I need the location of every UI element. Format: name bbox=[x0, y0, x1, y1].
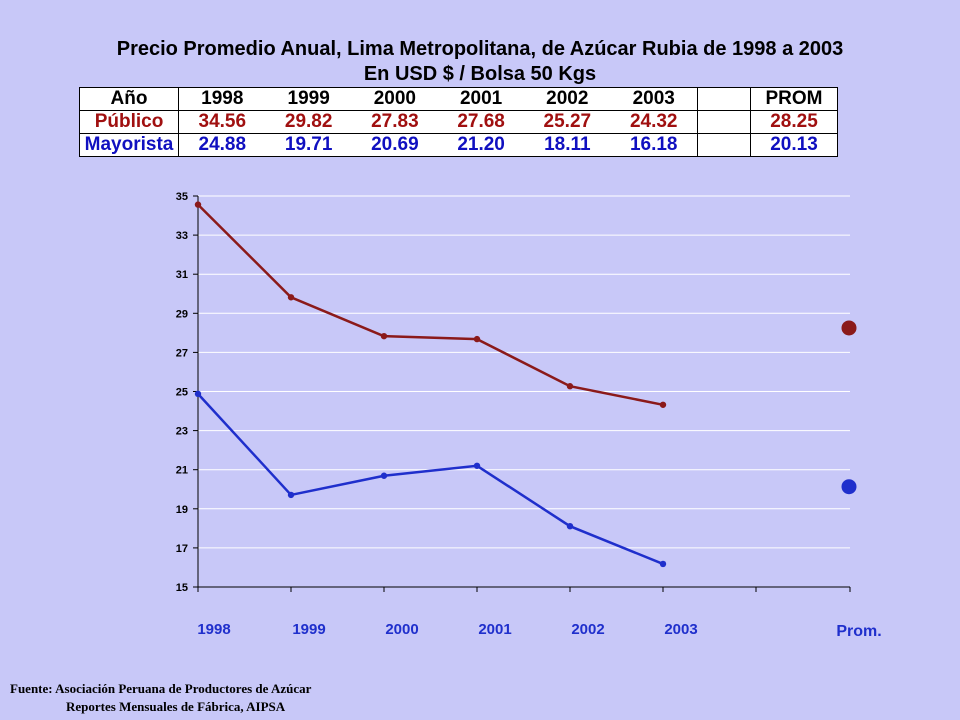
table-header-row: Año 1998 1999 2000 2001 2002 2003 PROM bbox=[79, 87, 838, 111]
price-summary-table: Año 1998 1999 2000 2001 2002 2003 PROM P… bbox=[79, 87, 838, 157]
y-tick-label: 31 bbox=[176, 269, 188, 281]
table-cell: 18.11 bbox=[524, 133, 611, 157]
y-tick-label: 25 bbox=[176, 387, 188, 399]
y-tick-label: 15 bbox=[176, 582, 188, 594]
data-point bbox=[566, 522, 574, 530]
prom-marker bbox=[841, 479, 857, 495]
y-tick-label: 29 bbox=[176, 308, 188, 320]
y-tick-label: 19 bbox=[176, 504, 188, 516]
y-tick-label: 21 bbox=[176, 465, 188, 477]
data-point bbox=[473, 462, 481, 469]
y-tick-label: 17 bbox=[176, 543, 188, 555]
series-line-público bbox=[197, 203, 664, 407]
table-cell: 24.88 bbox=[178, 133, 266, 157]
prom-marker bbox=[841, 320, 857, 336]
table-cell: 27.68 bbox=[437, 110, 525, 134]
series-line-mayorista bbox=[197, 392, 664, 566]
x-tick-label-prom: Prom. bbox=[836, 623, 881, 640]
y-tick-label: 33 bbox=[176, 230, 188, 242]
chart-subtitle: En USD $ / Bolsa 50 Kgs bbox=[363, 63, 597, 85]
table-header-cell: Año bbox=[79, 87, 179, 111]
data-point bbox=[659, 560, 667, 568]
data-point bbox=[287, 491, 295, 499]
data-point bbox=[566, 383, 574, 390]
x-tick-label: 2002 bbox=[571, 621, 604, 638]
table-cell-prom: 20.13 bbox=[750, 133, 838, 157]
chart-title: Precio Promedio Anual, Lima Metropolitan… bbox=[116, 38, 844, 60]
table-cell: 21.20 bbox=[437, 133, 525, 157]
data-point bbox=[194, 390, 202, 398]
table-cell: 24.32 bbox=[610, 110, 698, 134]
data-point bbox=[473, 335, 481, 343]
y-tick-label: 23 bbox=[176, 426, 188, 438]
table-spacer-cell bbox=[697, 133, 751, 157]
y-tick-label: 35 bbox=[176, 191, 188, 203]
x-tick-label: 2001 bbox=[478, 621, 511, 638]
table-header-cell: 2002 bbox=[524, 87, 611, 111]
table-row-publico: Público 34.56 29.82 27.83 27.68 25.27 24… bbox=[79, 110, 838, 134]
x-tick-label: 1998 bbox=[197, 621, 230, 638]
table-cell: 20.69 bbox=[351, 133, 438, 157]
table-cell: 19.71 bbox=[265, 133, 352, 157]
data-point bbox=[380, 332, 388, 340]
table-header-cell: 2000 bbox=[351, 87, 438, 111]
x-tick-label: 1999 bbox=[292, 621, 325, 638]
row-label: Público bbox=[79, 110, 179, 134]
table-row-mayorista: Mayorista 24.88 19.71 20.69 21.20 18.11 … bbox=[79, 133, 838, 157]
table-cell: 27.83 bbox=[351, 110, 438, 134]
x-tick-label: 2000 bbox=[385, 621, 418, 638]
data-point bbox=[287, 294, 295, 301]
data-point bbox=[659, 401, 667, 408]
row-label: Mayorista bbox=[79, 133, 179, 157]
table-cell: 25.27 bbox=[524, 110, 611, 134]
source-line-1: Fuente: Asociación Peruana de Productore… bbox=[10, 681, 312, 696]
data-point bbox=[194, 201, 202, 208]
table-cell: 29.82 bbox=[265, 110, 352, 134]
y-tick-label: 27 bbox=[176, 347, 188, 359]
data-point bbox=[380, 472, 388, 479]
source-line-2: Reportes Mensuales de Fábrica, AIPSA bbox=[66, 699, 286, 714]
x-tick-label: 2003 bbox=[664, 621, 697, 638]
table-cell: 16.18 bbox=[610, 133, 698, 157]
table-header-cell: 2003 bbox=[610, 87, 698, 111]
